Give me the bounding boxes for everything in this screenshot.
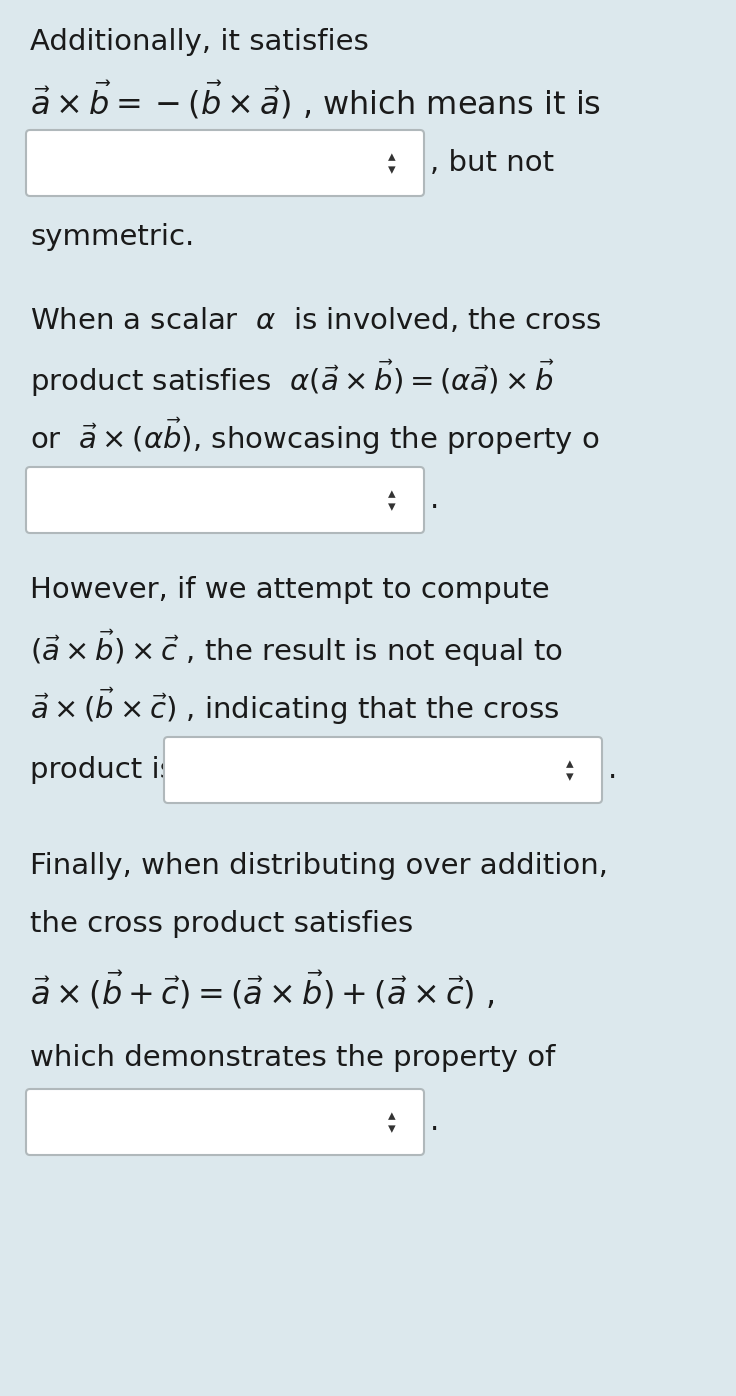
Text: Finally, when distributing over addition,: Finally, when distributing over addition… xyxy=(30,852,608,879)
Text: which demonstrates the property of: which demonstrates the property of xyxy=(30,1044,556,1072)
Text: ▴
▾: ▴ ▾ xyxy=(388,1108,396,1136)
Text: the cross product satisfies: the cross product satisfies xyxy=(30,910,413,938)
Text: $\vec{a} \times (\vec{b} \times \vec{c})$ , indicating that the cross: $\vec{a} \times (\vec{b} \times \vec{c})… xyxy=(30,685,559,727)
FancyBboxPatch shape xyxy=(26,130,424,195)
Text: However, if we attempt to compute: However, if we attempt to compute xyxy=(30,577,550,604)
Text: .: . xyxy=(430,486,439,514)
Text: ▴
▾: ▴ ▾ xyxy=(566,757,574,783)
FancyBboxPatch shape xyxy=(26,1089,424,1154)
FancyBboxPatch shape xyxy=(26,468,424,533)
Text: $\vec{a} \times (\vec{b} + \vec{c}) = (\vec{a} \times \vec{b}) + (\vec{a} \times: $\vec{a} \times (\vec{b} + \vec{c}) = (\… xyxy=(30,969,495,1011)
Text: ▴
▾: ▴ ▾ xyxy=(388,486,396,514)
Text: product is: product is xyxy=(30,757,175,785)
Text: or  $\vec{a} \times (\alpha \vec{b})$, showcasing the property o: or $\vec{a} \times (\alpha \vec{b})$, sh… xyxy=(30,415,599,456)
Text: $\vec{a} \times \vec{b} = -(\vec{b} \times \vec{a})$ , which means it is: $\vec{a} \times \vec{b} = -(\vec{b} \tim… xyxy=(30,78,601,121)
Text: , but not: , but not xyxy=(430,149,554,177)
Text: .: . xyxy=(608,757,618,785)
Text: ▴
▾: ▴ ▾ xyxy=(388,149,396,177)
Text: Additionally, it satisfies: Additionally, it satisfies xyxy=(30,28,369,56)
Text: $(\vec{a} \times \vec{b}) \times \vec{c}$ , the result is not equal to: $(\vec{a} \times \vec{b}) \times \vec{c}… xyxy=(30,627,563,669)
Text: symmetric.: symmetric. xyxy=(30,223,194,251)
Text: .: . xyxy=(430,1108,439,1136)
Text: When a scalar  $\alpha$  is involved, the cross: When a scalar $\alpha$ is involved, the … xyxy=(30,306,601,335)
Text: product satisfies  $\alpha(\vec{a} \times \vec{b}) = (\alpha \vec{a}) \times \ve: product satisfies $\alpha(\vec{a} \times… xyxy=(30,357,554,399)
FancyBboxPatch shape xyxy=(164,737,602,803)
